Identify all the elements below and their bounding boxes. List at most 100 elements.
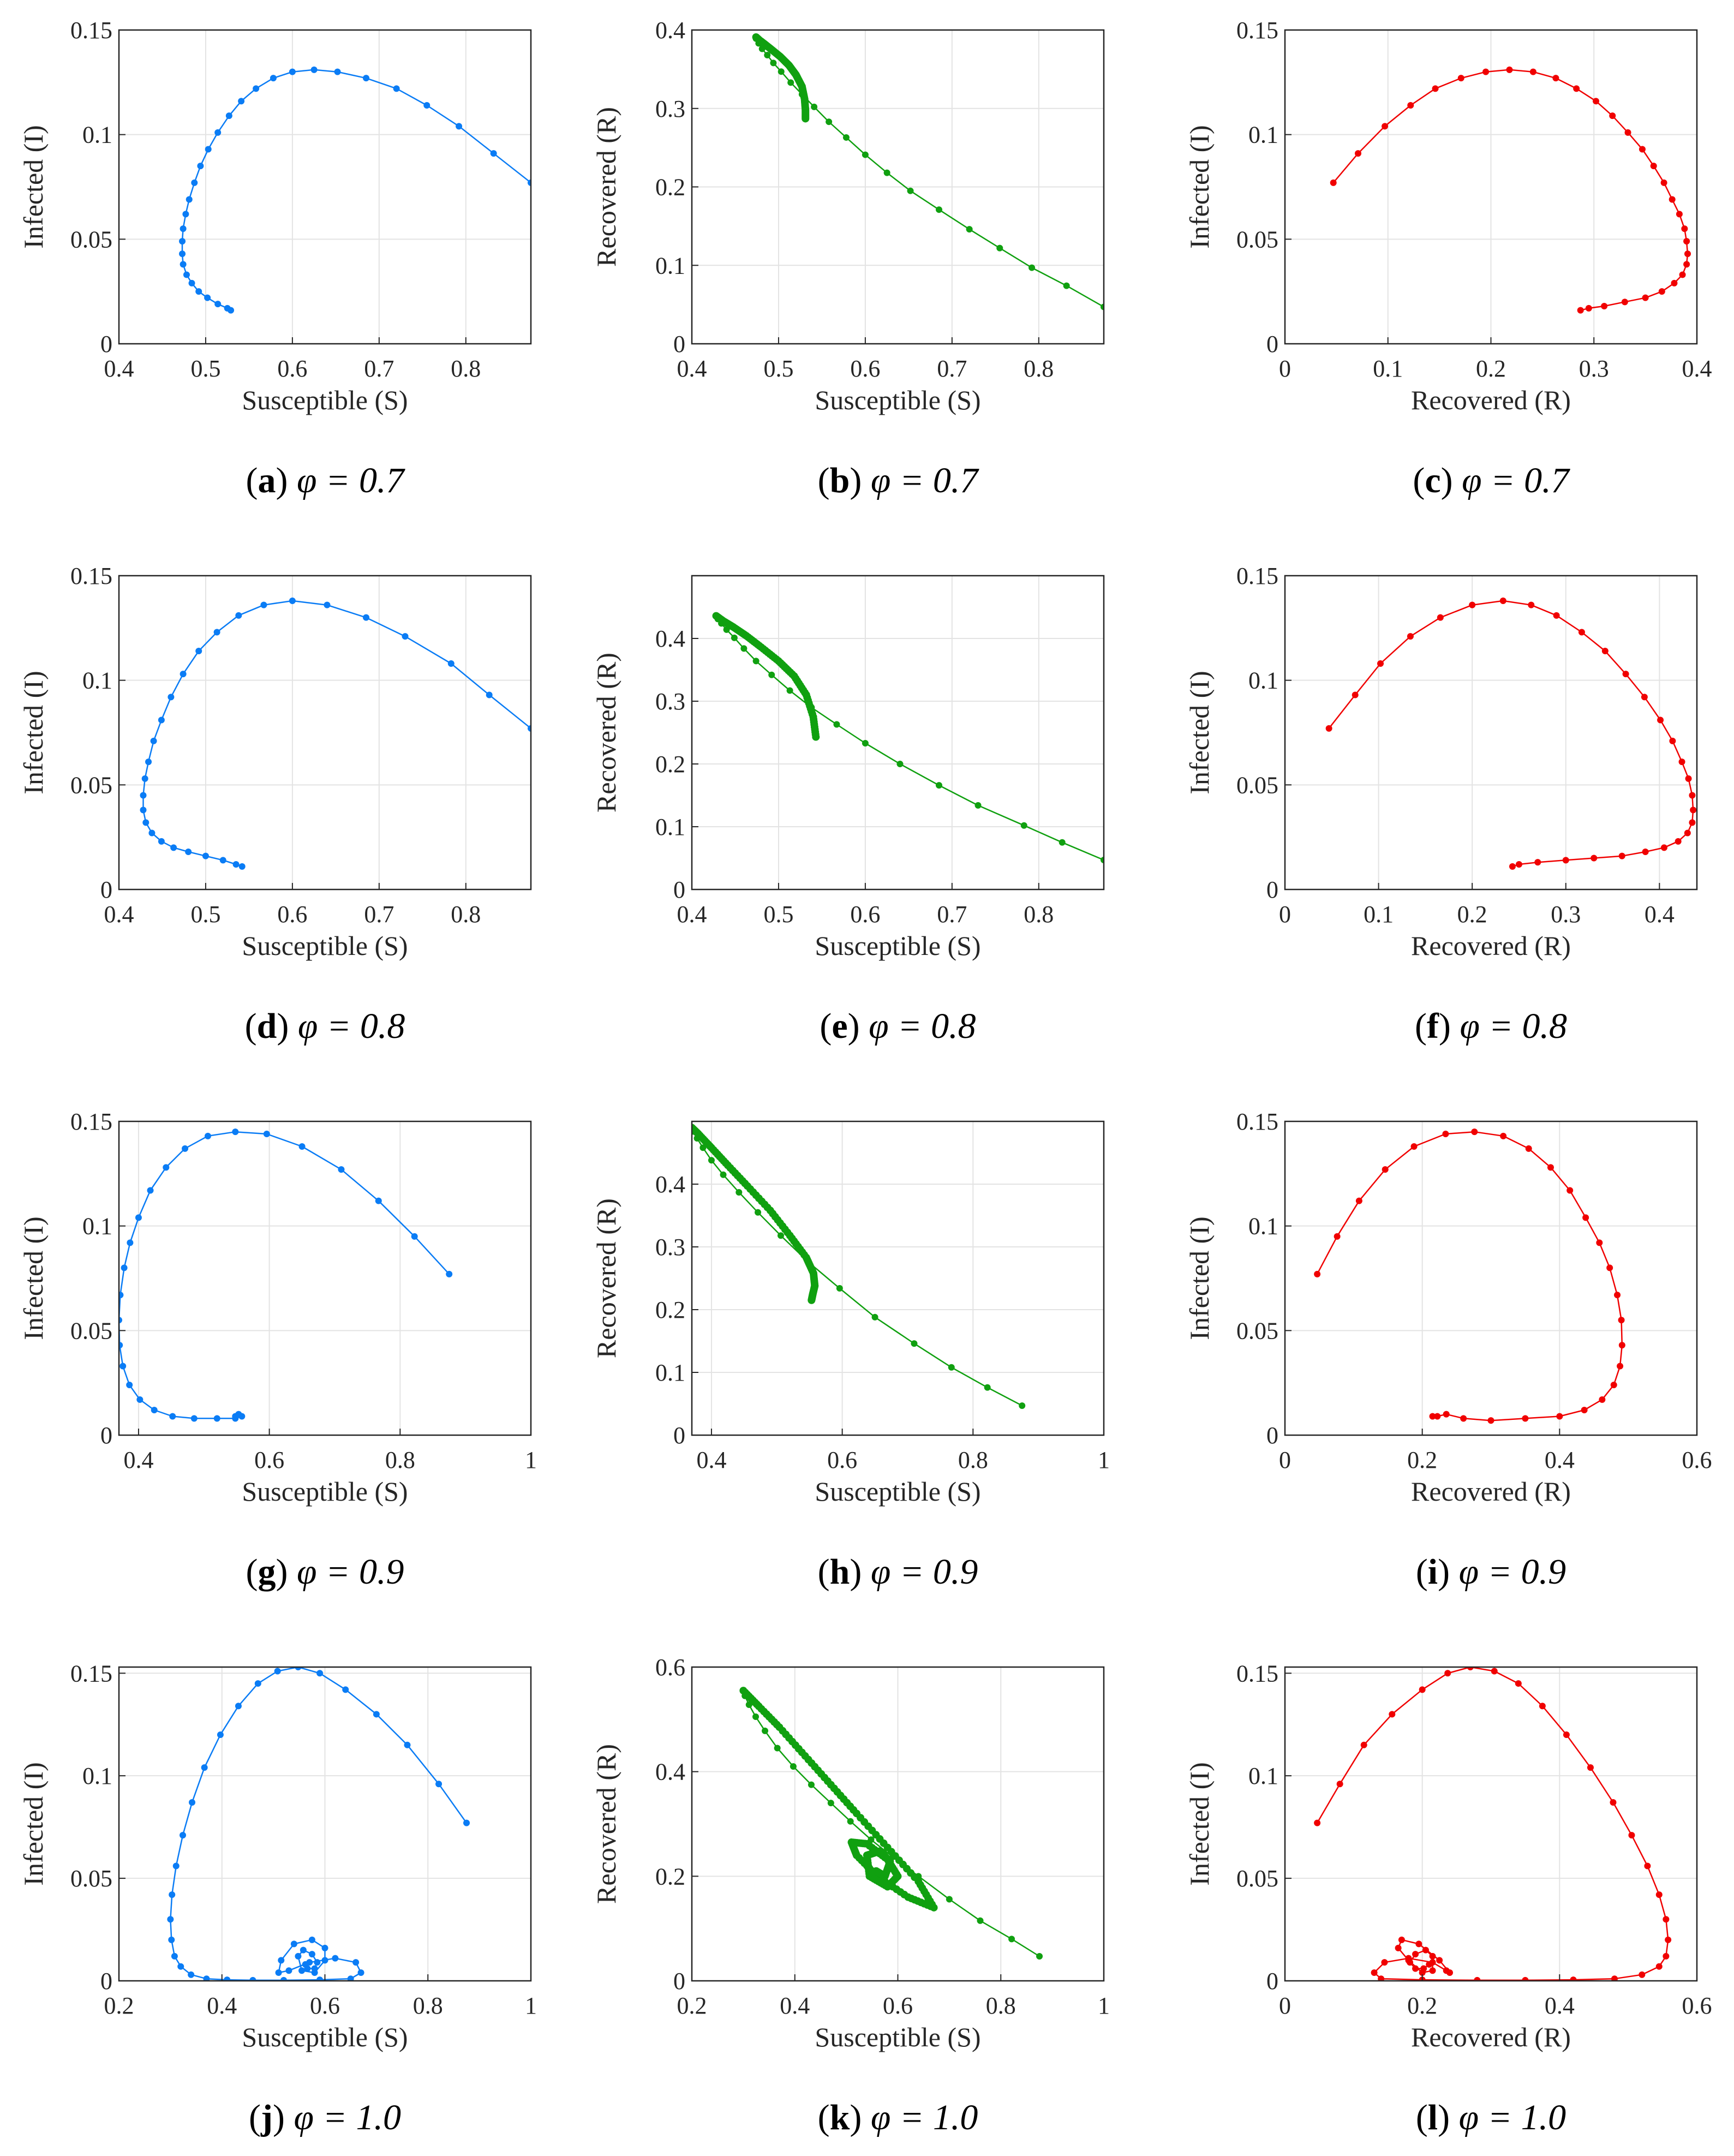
axes-box [691,575,1105,891]
data-point [808,1296,816,1304]
y-tick-label: 0.1 [655,252,685,279]
data-point [311,1965,318,1972]
axes-box [118,1120,532,1436]
data-point [1601,648,1609,654]
data-layer [712,612,1104,863]
subplot-caption: (i) φ = 0.9 [1416,1552,1566,1592]
data-point [1681,225,1688,232]
data-point [182,211,189,218]
x-tick-label: 0.2 [677,1992,707,2019]
data-point [191,179,198,186]
data-point [435,1781,443,1788]
data-point [1377,660,1384,667]
caption-phi: φ = 0.8 [289,1006,405,1046]
subplot-caption: (g) φ = 0.9 [246,1552,404,1592]
data-point [1552,75,1559,82]
x-axis-label: Susceptible (S) [242,385,408,415]
y-tick-label: 0 [673,1422,685,1449]
caption-phi: φ = 0.7 [1453,461,1571,500]
y-tick-label: 0 [100,1422,112,1449]
y-tick-label: 0.1 [82,1213,112,1240]
caption-letter: f [1427,1006,1439,1046]
y-tick-label: 0.4 [655,1171,685,1198]
data-point [1355,150,1362,157]
data-point [280,1976,287,1981]
data-point [1660,844,1667,851]
data-point [1606,1264,1613,1271]
data-point [140,807,147,814]
y-tick-label: 0.1 [1248,1763,1278,1789]
data-point [1420,1965,1427,1972]
data-point [1628,1832,1635,1839]
data-point [145,759,152,766]
y-tick-label: 0.15 [1236,563,1278,589]
x-tick-label: 0.6 [254,1447,284,1473]
data-point [1658,288,1665,295]
caption-letter: b [830,461,850,500]
data-point [308,1936,315,1943]
data-point [290,1940,297,1948]
caption-phi: φ = 1.0 [285,2098,401,2137]
data-point [826,118,833,126]
data-point [1671,279,1678,286]
data-point [1529,68,1536,75]
data-point [1622,671,1629,678]
data-point [121,1264,128,1271]
subplot-l: 0 0.2 0.4 0.6 0 0.05 0.1 0.15 Recovered (R) Infec… [1184,1660,1712,2137]
axes-box [1284,1120,1698,1436]
data-point [298,1143,306,1150]
data-point [862,740,869,747]
data-point [179,250,186,258]
data-point [1657,716,1664,724]
data-point [180,1832,187,1839]
plot-area [119,30,531,344]
y-axis-label: Recovered (R) [591,107,621,267]
y-tick-label: 0.2 [655,1863,685,1890]
y-axis-label: Infected (I) [1184,125,1215,248]
data-point [213,1415,220,1422]
data-point [180,671,187,678]
x-tick-label: 0.6 [850,355,880,382]
data-point [274,1668,281,1675]
data-point [1336,1781,1343,1788]
data-point [1029,264,1036,271]
caption-paren: ) [850,2098,862,2137]
subplot-c: 0 0.1 0.2 0.3 0.4 0 0.05 0.1 0.15 Recovered (R) In… [1184,17,1712,500]
y-tick-label: 0 [100,876,112,903]
data-point [948,1364,955,1371]
data-point [1378,1975,1385,1981]
y-tick-label: 0.1 [1248,1213,1278,1240]
caption-paren: ( [1413,461,1425,500]
y-tick-label: 0 [1266,1422,1278,1449]
data-point [847,1818,854,1825]
data-point [1669,737,1676,744]
data-point [1587,1764,1594,1771]
caption-letter: h [830,1552,850,1592]
data-point [966,226,973,233]
data-point [1382,123,1389,130]
subplot-caption: (d) φ = 0.8 [245,1006,405,1046]
data-point [1689,819,1696,826]
caption-letter: k [830,2098,850,2137]
axes-box [1284,1666,1698,1982]
data-layer [1314,1128,1625,1424]
data-point [204,294,211,301]
data-point [1684,829,1691,837]
caption-paren: ) [276,461,288,500]
data-point [224,1976,231,1981]
y-tick-label: 0 [673,331,685,357]
subplot-d: 0.4 0.5 0.6 0.7 0.8 0 0.05 0.1 0.15 Susceptible (… [18,563,532,1046]
data-point [1566,1187,1574,1194]
caption-paren: ( [246,1552,258,1592]
data-point [974,802,982,809]
data-point [1101,303,1104,310]
series-line [142,600,531,867]
data-point [996,244,1003,252]
data-point [1556,1413,1563,1420]
data-point [1389,1711,1396,1718]
data-layer [1325,598,1697,870]
data-point [1539,1703,1546,1710]
data-point [1457,75,1464,82]
data-point [1330,179,1337,186]
data-point [404,1741,411,1748]
